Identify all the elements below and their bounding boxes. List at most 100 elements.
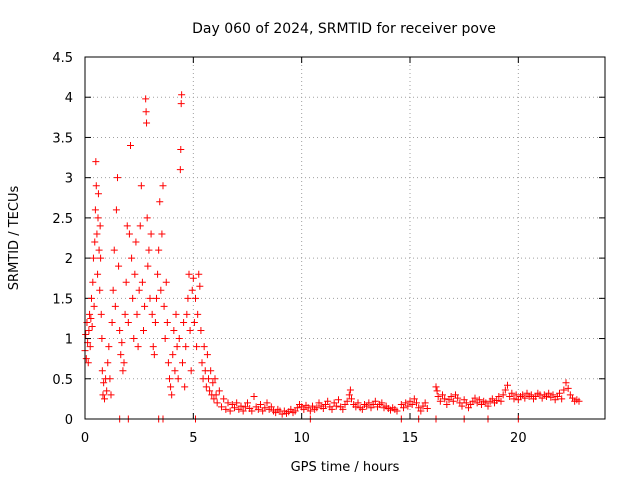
data-point [212, 391, 220, 399]
data-point [136, 222, 144, 230]
data-point [328, 405, 336, 413]
data-point [203, 351, 211, 359]
data-point [176, 166, 184, 174]
data-point [127, 141, 134, 149]
data-point [213, 399, 221, 407]
data-point [96, 286, 104, 294]
data-point [148, 310, 156, 318]
data-point [171, 367, 179, 375]
data-point [99, 391, 107, 399]
data-point [169, 351, 177, 359]
data-point [306, 407, 314, 415]
data-point [545, 389, 553, 397]
data-point [215, 387, 223, 395]
data-point [173, 343, 181, 351]
data-point [510, 395, 518, 403]
data-point [119, 367, 127, 375]
data-point [413, 399, 420, 407]
data-point [150, 351, 158, 359]
data-point [185, 270, 193, 278]
data-point [183, 310, 191, 318]
data-point [205, 375, 212, 383]
data-point [91, 238, 99, 246]
data-point [300, 405, 308, 413]
data-point [254, 405, 262, 413]
data-point [332, 402, 340, 410]
data-point [339, 405, 347, 413]
x-axis-label: GPS time / hours [291, 460, 400, 475]
data-point [433, 387, 441, 395]
data-point [141, 302, 149, 310]
data-point [101, 395, 108, 403]
data-point [206, 387, 214, 395]
axis-ticks: 0 0.5 1 1.5 2 2.5 3 3.5 4 4.5 0 5 10 15 20 [52, 51, 605, 446]
data-point [237, 402, 245, 410]
data-point [195, 270, 203, 278]
data-point [125, 230, 133, 238]
data-point [142, 108, 150, 116]
data-point [124, 318, 132, 326]
data-point [129, 294, 137, 302]
data-point [449, 397, 457, 405]
data-point [462, 399, 470, 407]
data-point [180, 318, 188, 326]
data-point [187, 367, 195, 375]
data-point [447, 392, 455, 400]
data-point [82, 331, 90, 339]
data-point [94, 190, 102, 198]
data-point [400, 404, 407, 412]
data-point [484, 402, 492, 410]
data-point [161, 335, 169, 343]
data-point [313, 404, 321, 412]
data-point [178, 91, 186, 99]
data-point [160, 302, 168, 310]
data-point [556, 389, 563, 397]
data-point [100, 379, 108, 387]
data-point [345, 391, 353, 399]
data-point [244, 399, 251, 407]
data-point [108, 318, 116, 326]
data-point [239, 407, 247, 415]
data-point [408, 401, 416, 409]
data-point [207, 367, 215, 375]
data-point [155, 246, 163, 254]
data-point [527, 391, 535, 399]
data-point [109, 286, 117, 294]
data-point [145, 246, 153, 254]
data-point [231, 404, 238, 412]
data-point [441, 395, 449, 403]
data-point [92, 158, 100, 166]
y-axis-label: SRMTID / TECUs [7, 186, 22, 291]
data-point [98, 335, 106, 343]
data-point [210, 395, 218, 403]
y-tick-label: 2.5 [52, 212, 73, 227]
data-point [471, 394, 479, 402]
data-point [564, 384, 572, 392]
data-point [475, 396, 483, 404]
data-point [241, 403, 249, 411]
data-point [84, 359, 92, 367]
data-point [365, 399, 373, 407]
data-point [120, 359, 128, 367]
x-tick-label: 10 [293, 431, 310, 446]
data-point [348, 395, 355, 403]
data-point [156, 198, 164, 206]
data-point [190, 318, 198, 326]
data-point [504, 381, 511, 389]
data-point [153, 294, 160, 302]
y-tick-label: 2 [65, 252, 73, 267]
y-tick-label: 1 [65, 333, 73, 348]
data-point [179, 359, 186, 367]
data-point [549, 391, 557, 399]
y-tick-label: 3.5 [52, 131, 73, 146]
data-point [202, 383, 210, 391]
data-point [250, 392, 258, 400]
data-point [163, 318, 171, 326]
data-point [423, 405, 431, 413]
data-point [107, 391, 115, 399]
data-point [443, 401, 451, 409]
data-point [371, 397, 379, 405]
data-point [512, 391, 520, 399]
data-point [501, 386, 509, 394]
data-point [90, 302, 98, 310]
